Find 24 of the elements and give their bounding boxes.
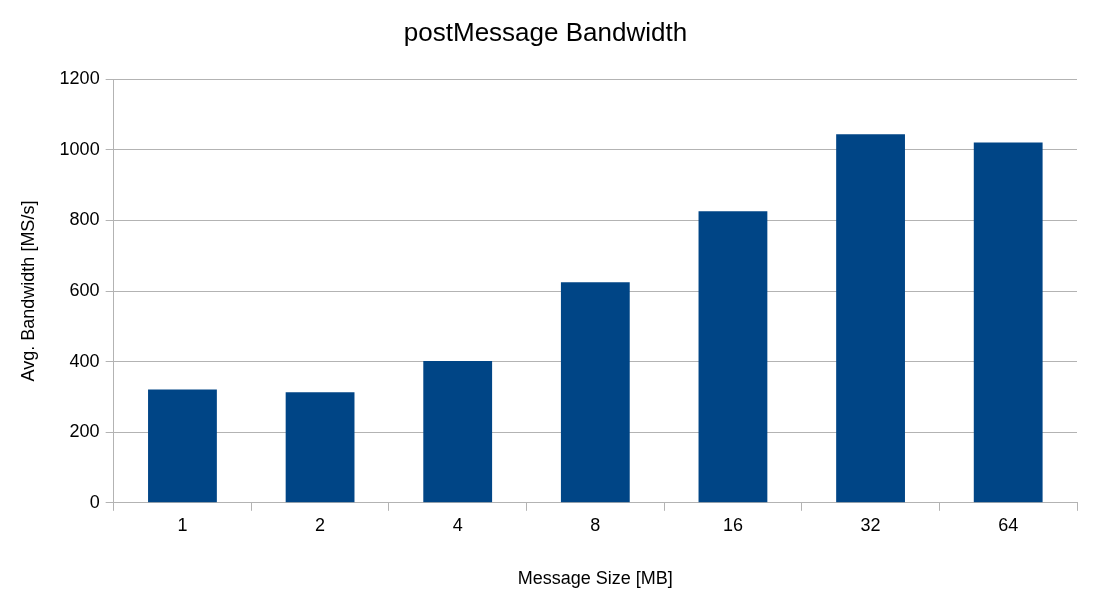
y-tick-label: 400: [69, 350, 100, 371]
y-tick-label: 1000: [59, 138, 100, 159]
bar: [148, 389, 217, 503]
y-tick-label: 0: [89, 491, 100, 512]
x-tick-label: 16: [722, 514, 743, 535]
x-tick-label: 1: [177, 514, 188, 535]
x-tick-label: 32: [860, 514, 881, 535]
x-axis-title: Message Size [MB]: [517, 568, 673, 589]
x-tick-label: 8: [590, 514, 601, 535]
bar: [560, 282, 630, 503]
bar: [423, 360, 493, 503]
x-tick-label: 4: [452, 514, 463, 535]
y-tick-label: 600: [69, 279, 100, 300]
x-tick-label: 2: [315, 514, 326, 535]
y-tick-label: 800: [69, 209, 100, 230]
bar: [285, 392, 355, 503]
y-tick-label: 200: [69, 421, 100, 442]
y-axis-title: Avg. Bandwidth [MS/s]: [17, 200, 38, 382]
bar: [836, 134, 905, 503]
y-tick-label: 1200: [59, 68, 100, 89]
chart-title: postMessage Bandwidth: [403, 16, 688, 47]
bar: [698, 211, 768, 503]
x-tick-label: 64: [998, 514, 1019, 535]
bar: [973, 142, 1043, 503]
